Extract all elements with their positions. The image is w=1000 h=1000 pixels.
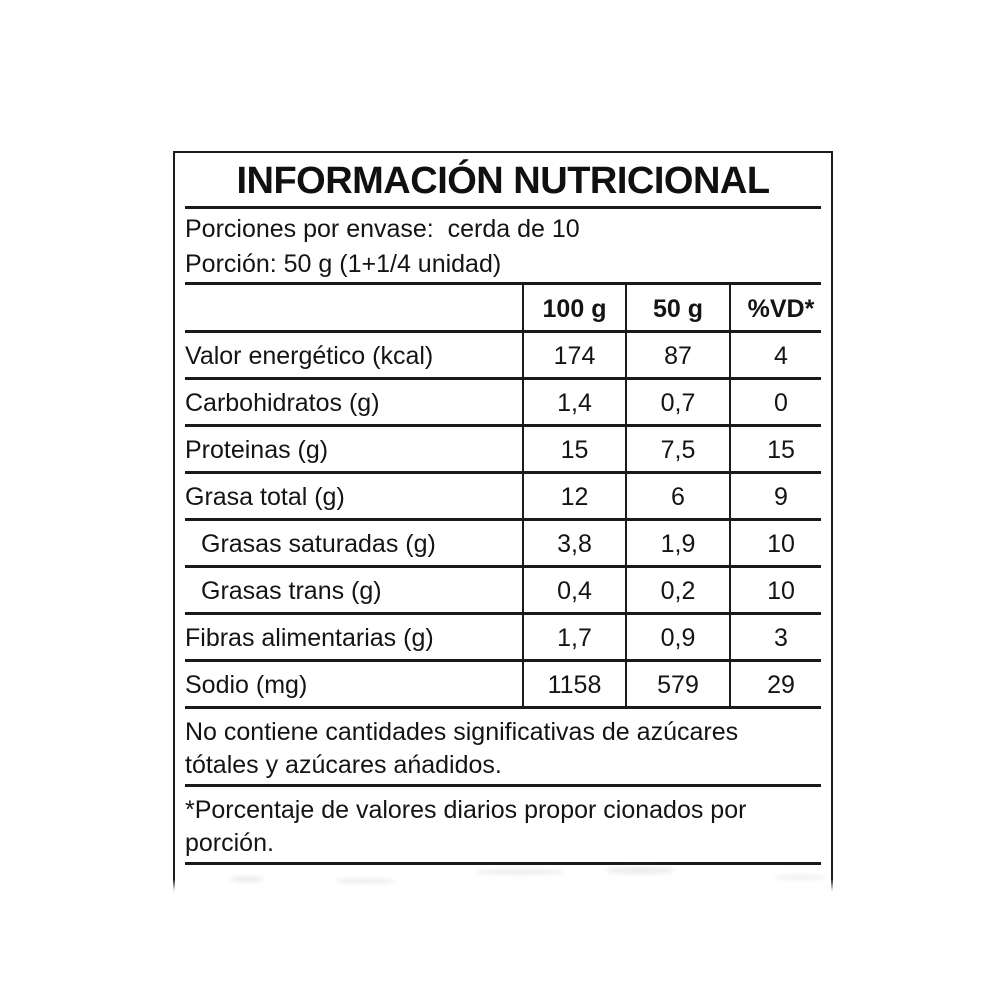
scan-smudge bbox=[605, 867, 675, 874]
col-header-vd: %VD* bbox=[729, 285, 831, 333]
row-value-100g: 1158 bbox=[522, 662, 625, 709]
row-value-100g: 1,4 bbox=[522, 380, 625, 427]
scan-smudge bbox=[475, 869, 565, 875]
daily-value-footnote: *Porcentaje de valores diarios propor ci… bbox=[175, 787, 831, 862]
sugars-note-line2: tótales y azúcares ańadidos. bbox=[185, 751, 502, 779]
row-value-50g: 0,7 bbox=[625, 380, 729, 427]
servings-per-package: Porciones por envase: cerda de 10 bbox=[185, 215, 580, 243]
table-row-saturated-fat: Grasas saturadas (g) 3,8 1,9 10 bbox=[175, 521, 831, 568]
scan-smudge bbox=[230, 877, 264, 882]
row-value-vd: 4 bbox=[729, 333, 831, 380]
daily-value-footnote-line2: porción. bbox=[185, 829, 274, 857]
row-value-50g: 7,5 bbox=[625, 427, 729, 474]
row-label: Proteinas (g) bbox=[185, 436, 329, 464]
col-header-100g: 100 g bbox=[522, 285, 625, 333]
row-label: Grasas saturadas (g) bbox=[201, 530, 436, 558]
faded-bottom-area bbox=[175, 865, 831, 889]
portion-size: Porción: 50 g (1+1/4 unidad) bbox=[185, 250, 502, 278]
row-value-100g: 3,8 bbox=[522, 521, 625, 568]
scan-smudge bbox=[775, 875, 825, 880]
table-row-fiber: Fibras alimentarias (g) 1,7 0,9 3 bbox=[175, 615, 831, 662]
nutrition-table: 100 g 50 g %VD* Valor energético (kcal) … bbox=[175, 285, 831, 709]
row-label: Sodio (mg) bbox=[185, 671, 308, 699]
row-value-100g: 0,4 bbox=[522, 568, 625, 615]
row-value-vd: 3 bbox=[729, 615, 831, 662]
table-row-energy: Valor energético (kcal) 174 87 4 bbox=[175, 333, 831, 380]
col-header-50g: 50 g bbox=[625, 285, 729, 333]
table-row-trans-fat: Grasas trans (g) 0,4 0,2 10 bbox=[175, 568, 831, 615]
row-label: Valor energético (kcal) bbox=[185, 342, 434, 370]
row-value-50g: 87 bbox=[625, 333, 729, 380]
row-value-vd: 10 bbox=[729, 521, 831, 568]
table-row-total-fat: Grasa total (g) 12 6 9 bbox=[175, 474, 831, 521]
scan-smudge bbox=[335, 879, 395, 884]
sugars-note-line1: No contiene cantidades significativas de… bbox=[185, 718, 739, 746]
row-value-vd: 9 bbox=[729, 474, 831, 521]
label-title: INFORMACIÓN NUTRICIONAL bbox=[236, 160, 770, 202]
sugars-note: No contiene cantidades significativas de… bbox=[175, 709, 831, 784]
table-row-sodium: Sodio (mg) 1158 579 29 bbox=[175, 662, 831, 709]
row-value-50g: 0,2 bbox=[625, 568, 729, 615]
row-value-100g: 12 bbox=[522, 474, 625, 521]
row-value-50g: 579 bbox=[625, 662, 729, 709]
row-value-vd: 29 bbox=[729, 662, 831, 709]
row-label: Grasa total (g) bbox=[185, 483, 345, 511]
col-header-blank bbox=[175, 285, 522, 333]
row-value-vd: 0 bbox=[729, 380, 831, 427]
table-row-carbs: Carbohidratos (g) 1,4 0,7 0 bbox=[175, 380, 831, 427]
nutrition-label: INFORMACIÓN NUTRICIONAL Porciones por en… bbox=[171, 151, 835, 895]
row-value-vd: 15 bbox=[729, 427, 831, 474]
row-value-100g: 15 bbox=[522, 427, 625, 474]
table-row-protein: Proteinas (g) 15 7,5 15 bbox=[175, 427, 831, 474]
note-divider bbox=[185, 784, 821, 787]
row-value-50g: 6 bbox=[625, 474, 729, 521]
title-divider bbox=[185, 206, 821, 209]
serving-info: Porciones por envase: cerda de 10 Porció… bbox=[175, 209, 831, 282]
row-label: Carbohidratos (g) bbox=[185, 389, 380, 417]
table-header-row: 100 g 50 g %VD* bbox=[175, 285, 831, 333]
row-value-100g: 174 bbox=[522, 333, 625, 380]
row-label: Fibras alimentarias (g) bbox=[185, 624, 434, 652]
row-label: Grasas trans (g) bbox=[201, 577, 382, 605]
row-value-50g: 0,9 bbox=[625, 615, 729, 662]
footnote-divider bbox=[185, 862, 821, 865]
row-value-100g: 1,7 bbox=[522, 615, 625, 662]
row-value-vd: 10 bbox=[729, 568, 831, 615]
daily-value-footnote-line1: *Porcentaje de valores diarios propor ci… bbox=[185, 796, 747, 824]
row-value-50g: 1,9 bbox=[625, 521, 729, 568]
serving-divider bbox=[185, 282, 821, 285]
